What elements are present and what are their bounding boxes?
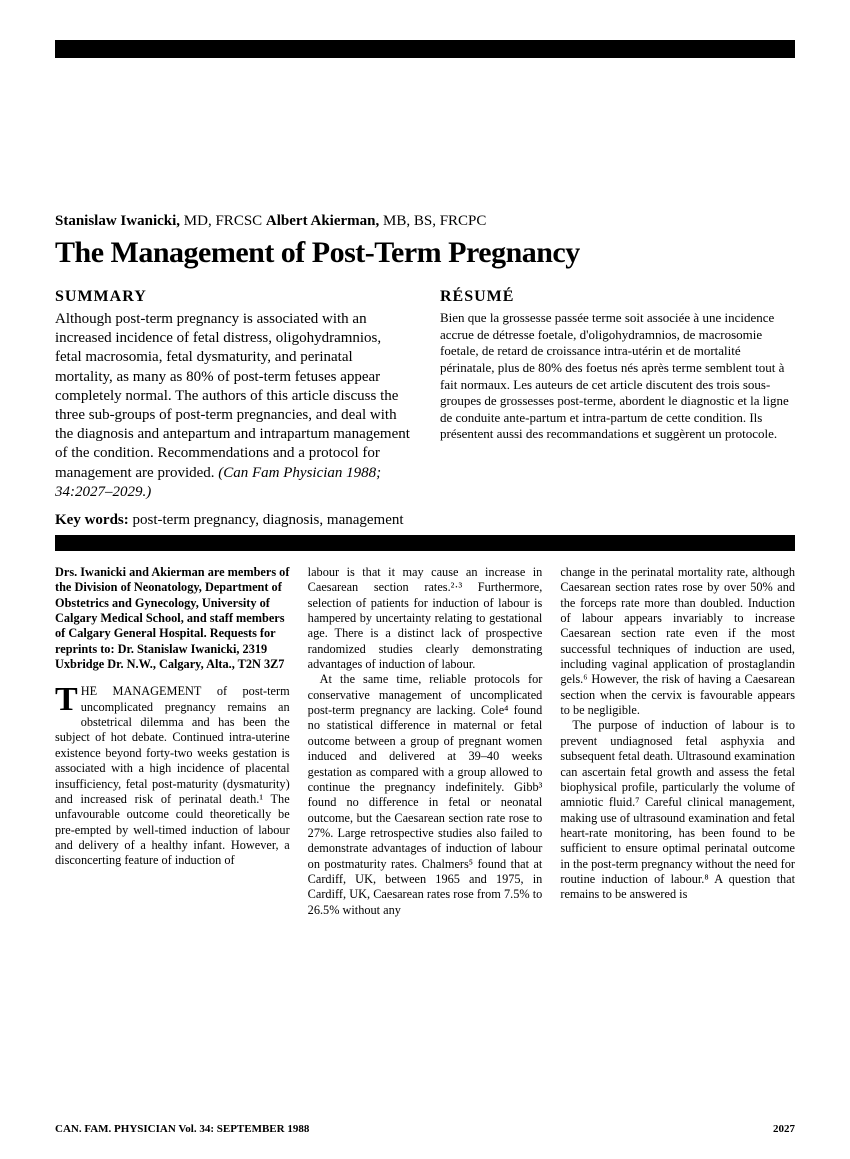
body-col3-p2: The purpose of induction of labour is to…	[560, 718, 795, 902]
mid-rule	[55, 535, 795, 551]
author-1-name: Stanislaw Iwanicki,	[55, 213, 180, 229]
abstracts-row: SUMMARY Although post-term pregnancy is …	[55, 288, 795, 502]
affiliation-block: Drs. Iwanicki and Akierman are members o…	[55, 565, 290, 673]
footer-left: CAN. FAM. PHYSICIAN Vol. 34: SEPTEMBER 1…	[55, 1123, 309, 1135]
body-col-2: labour is that it may cause an increase …	[308, 565, 543, 918]
body-p1-rest: of post-term uncomplicated pregnancy rem…	[55, 684, 290, 867]
body-columns: Drs. Iwanicki and Akierman are members o…	[55, 565, 795, 918]
resume-heading: RÉSUMÉ	[440, 288, 795, 306]
body-col-3: change in the perinatal mortality rate, …	[560, 565, 795, 918]
body-col-1: Drs. Iwanicki and Akierman are members o…	[55, 565, 290, 918]
resume-text: Bien que la grossesse passée terme soit …	[440, 310, 795, 443]
page-footer: CAN. FAM. PHYSICIAN Vol. 34: SEPTEMBER 1…	[55, 1123, 795, 1135]
authors-line: Stanislaw Iwanicki, MD, FRCSC Albert Aki…	[55, 213, 795, 230]
body-col2-p2: At the same time, reliable protocols for…	[308, 672, 543, 918]
keywords-text: post-term pregnancy, diagnosis, manageme…	[133, 512, 404, 528]
body-p1: THE MANAGEMENT of post-term uncomplicate…	[55, 684, 290, 868]
summary-column: SUMMARY Although post-term pregnancy is …	[55, 288, 410, 502]
article-title: The Management of Post-Term Pregnancy	[55, 236, 795, 270]
top-rule	[55, 40, 795, 58]
resume-column: RÉSUMÉ Bien que la grossesse passée term…	[440, 288, 795, 502]
summary-heading: SUMMARY	[55, 288, 410, 306]
keywords-row: Key words: post-term pregnancy, diagnosi…	[55, 512, 795, 529]
body-col3-p1: change in the perinatal mortality rate, …	[560, 565, 795, 719]
dropcap: T	[55, 684, 81, 715]
author-1-cred: MD, FRCSC	[184, 213, 262, 229]
summary-body: Although post-term pregnancy is associat…	[55, 311, 410, 481]
body-col2-p1: labour is that it may cause an increase …	[308, 565, 543, 673]
author-2-cred: MB, BS, FRCPC	[383, 213, 486, 229]
author-2-name: Albert Akierman,	[266, 213, 379, 229]
first-words: HE MANAGEMENT	[81, 684, 202, 698]
footer-right: 2027	[773, 1123, 795, 1135]
keywords-label: Key words:	[55, 512, 129, 528]
summary-text: Although post-term pregnancy is associat…	[55, 310, 410, 502]
